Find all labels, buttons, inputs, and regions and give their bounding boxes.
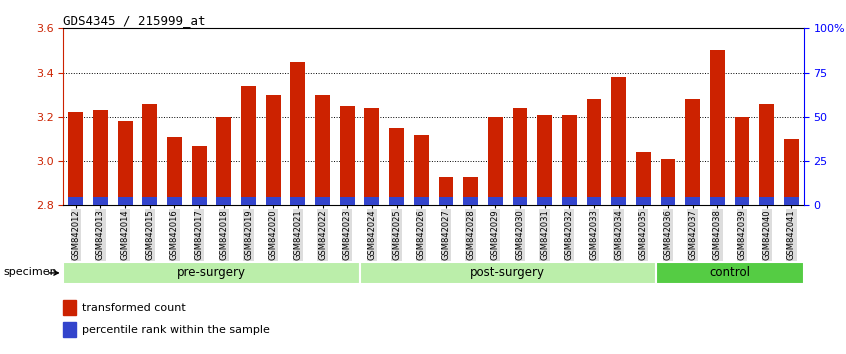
Bar bbox=[685, 99, 700, 205]
Bar bbox=[365, 108, 379, 205]
Text: specimen: specimen bbox=[3, 268, 58, 278]
Bar bbox=[759, 197, 774, 205]
Bar bbox=[217, 117, 231, 205]
Bar bbox=[118, 197, 133, 205]
Bar bbox=[266, 95, 281, 205]
Bar bbox=[586, 197, 602, 205]
Bar bbox=[438, 197, 453, 205]
Bar bbox=[488, 117, 503, 205]
Text: pre-surgery: pre-surgery bbox=[177, 266, 246, 279]
Bar bbox=[586, 99, 602, 205]
Bar bbox=[438, 177, 453, 205]
Bar bbox=[759, 104, 774, 205]
Bar bbox=[63, 322, 76, 337]
FancyBboxPatch shape bbox=[656, 262, 804, 284]
Bar bbox=[192, 145, 206, 205]
Bar bbox=[537, 197, 552, 205]
Text: GDS4345 / 215999_at: GDS4345 / 215999_at bbox=[63, 14, 206, 27]
Bar bbox=[290, 62, 305, 205]
Bar bbox=[636, 197, 651, 205]
Bar bbox=[685, 197, 700, 205]
Bar bbox=[69, 113, 83, 205]
Bar bbox=[537, 115, 552, 205]
Bar bbox=[562, 115, 577, 205]
Bar bbox=[365, 197, 379, 205]
Text: percentile rank within the sample: percentile rank within the sample bbox=[82, 325, 271, 335]
Bar bbox=[734, 117, 750, 205]
Bar bbox=[463, 197, 478, 205]
Bar bbox=[661, 197, 675, 205]
Bar bbox=[463, 177, 478, 205]
Bar bbox=[389, 128, 404, 205]
Bar bbox=[784, 197, 799, 205]
Bar bbox=[192, 197, 206, 205]
Bar bbox=[389, 197, 404, 205]
Bar bbox=[513, 108, 527, 205]
Bar bbox=[69, 197, 83, 205]
Bar bbox=[241, 197, 255, 205]
Bar bbox=[290, 197, 305, 205]
Bar bbox=[142, 104, 157, 205]
Bar bbox=[315, 197, 330, 205]
Bar bbox=[63, 300, 76, 315]
Bar bbox=[315, 95, 330, 205]
Bar bbox=[340, 106, 354, 205]
Bar bbox=[710, 51, 725, 205]
Bar bbox=[488, 197, 503, 205]
Bar bbox=[784, 139, 799, 205]
Bar bbox=[93, 197, 107, 205]
Bar bbox=[636, 152, 651, 205]
Bar bbox=[611, 197, 626, 205]
Text: transformed count: transformed count bbox=[82, 303, 186, 313]
Text: post-surgery: post-surgery bbox=[470, 266, 545, 279]
Bar bbox=[513, 197, 527, 205]
Bar bbox=[734, 197, 750, 205]
Bar bbox=[710, 197, 725, 205]
Bar bbox=[414, 135, 429, 205]
Bar bbox=[414, 197, 429, 205]
Bar bbox=[266, 197, 281, 205]
Bar bbox=[661, 159, 675, 205]
Bar bbox=[93, 110, 107, 205]
Bar bbox=[340, 197, 354, 205]
Bar bbox=[167, 197, 182, 205]
Text: control: control bbox=[709, 266, 750, 279]
Bar bbox=[611, 77, 626, 205]
Bar bbox=[217, 197, 231, 205]
FancyBboxPatch shape bbox=[360, 262, 656, 284]
Bar bbox=[241, 86, 255, 205]
Bar bbox=[118, 121, 133, 205]
Bar bbox=[142, 197, 157, 205]
FancyBboxPatch shape bbox=[63, 262, 360, 284]
Bar bbox=[562, 197, 577, 205]
Bar bbox=[167, 137, 182, 205]
